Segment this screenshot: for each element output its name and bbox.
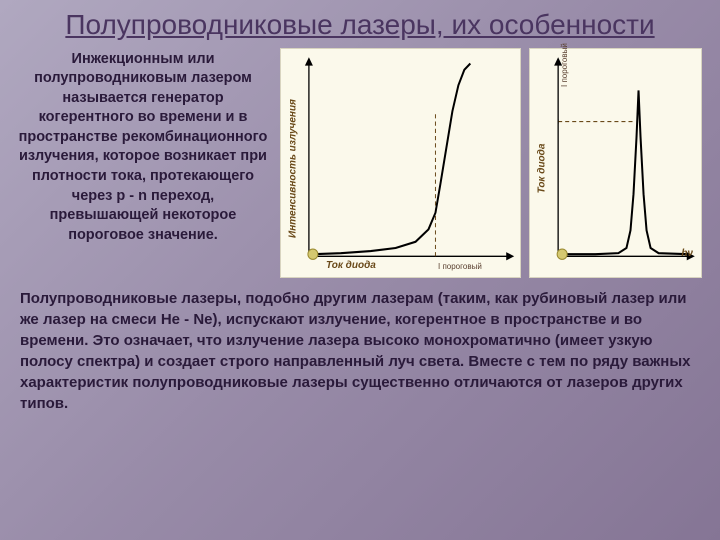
chart2-xlabel: hν (681, 248, 693, 259)
upper-section: Инжекционным или полупроводниковым лазер… (0, 42, 720, 278)
chart-intensity-vs-current: Интенсивность излучения Ток диода I поро… (280, 48, 521, 278)
charts-container: Интенсивность излучения Ток диода I поро… (280, 48, 702, 278)
chart1-threshold-label: I пороговый (438, 262, 482, 271)
chart1-ylabel: Интенсивность излучения (288, 99, 299, 238)
chart2-svg (530, 49, 701, 277)
chart-current-vs-hv: Ток диода hν I пороговый (529, 48, 702, 278)
intro-paragraph: Инжекционным или полупроводниковым лазер… (18, 48, 268, 278)
chart2-peak-label: I пороговый (560, 43, 569, 87)
chart1-svg (281, 49, 520, 277)
body-paragraph: Полупроводниковые лазеры, подобно другим… (0, 278, 720, 414)
page-title: Полупроводниковые лазеры, их особенности (0, 0, 720, 42)
chart2-ylabel: Ток диода (537, 143, 548, 193)
chart1-xlabel: Ток диода (326, 260, 376, 271)
